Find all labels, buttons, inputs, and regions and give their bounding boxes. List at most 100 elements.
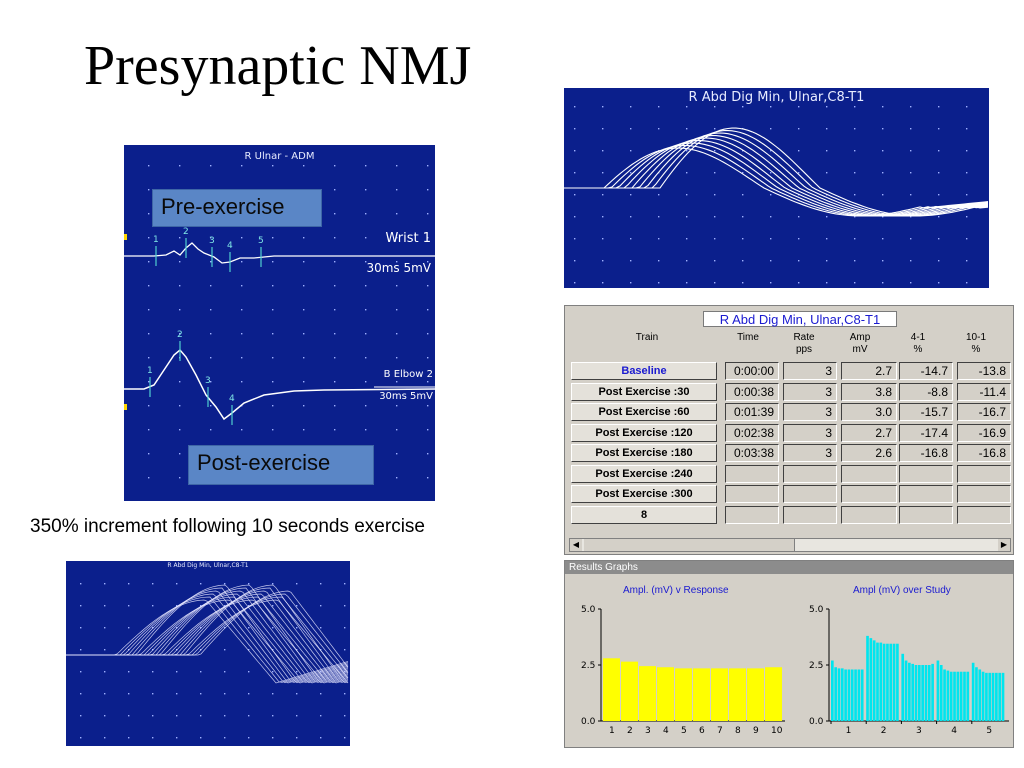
cell-rate: 3 bbox=[783, 423, 837, 442]
left-bar bbox=[639, 666, 656, 721]
left-x-tick-label: 3 bbox=[645, 726, 651, 736]
grid-dot bbox=[574, 282, 576, 284]
train-button[interactable]: Post Exercise :240 bbox=[571, 464, 717, 483]
grid-dot bbox=[427, 477, 429, 479]
grid-dot bbox=[241, 285, 243, 287]
grid-dot bbox=[714, 216, 716, 218]
grid-dot bbox=[303, 237, 305, 239]
right-bar bbox=[985, 672, 988, 721]
grid-dot bbox=[152, 693, 154, 695]
left-bar bbox=[621, 661, 638, 721]
grid-dot bbox=[630, 238, 632, 240]
header-10-1: 10-1 % bbox=[965, 332, 986, 355]
right-bar bbox=[866, 635, 869, 721]
grid-dot bbox=[427, 333, 429, 335]
cell-time bbox=[725, 485, 779, 503]
grid-dot bbox=[272, 583, 274, 585]
cell-d101: -16.8 bbox=[957, 444, 1011, 462]
grid-dot bbox=[882, 260, 884, 262]
grid-dot bbox=[241, 165, 243, 167]
overlay-trace bbox=[564, 142, 989, 217]
grid-dot bbox=[334, 285, 336, 287]
grid-dot bbox=[179, 261, 181, 263]
grid-dot bbox=[365, 309, 367, 311]
latency-marker-label: 2 bbox=[177, 330, 183, 340]
grid-dot bbox=[574, 238, 576, 240]
right-bar bbox=[896, 643, 899, 721]
right-bar bbox=[975, 667, 978, 721]
grid-dot bbox=[200, 583, 202, 585]
grid-dot bbox=[882, 194, 884, 196]
grid-dot bbox=[344, 715, 346, 717]
right-bar bbox=[981, 671, 985, 721]
overlay-trace bbox=[564, 147, 989, 217]
grid-dot bbox=[210, 237, 212, 239]
right-bar bbox=[889, 643, 893, 721]
right-bar bbox=[936, 660, 940, 721]
right-bar bbox=[869, 638, 873, 721]
grid-dot bbox=[179, 453, 181, 455]
grid-dot bbox=[854, 106, 856, 108]
right-x-tick-label: 2 bbox=[881, 726, 887, 736]
grid-dot bbox=[365, 285, 367, 287]
left-x-tick-label: 10 bbox=[771, 726, 783, 736]
train-button[interactable]: Post Exercise :30 bbox=[571, 382, 717, 401]
grid-dot bbox=[248, 649, 250, 651]
grid-dot bbox=[770, 150, 772, 152]
train-button[interactable]: Post Exercise :60 bbox=[571, 403, 717, 421]
grid-dot bbox=[272, 715, 274, 717]
grid-dot bbox=[602, 128, 604, 130]
header-rate: Rate pps bbox=[793, 332, 815, 355]
grid-dot bbox=[396, 405, 398, 407]
scroll-thumb[interactable] bbox=[584, 539, 795, 551]
grid-dot bbox=[334, 381, 336, 383]
grid-dot bbox=[826, 106, 828, 108]
grid-dot bbox=[80, 693, 82, 695]
grid-dot bbox=[334, 333, 336, 335]
right-bar bbox=[831, 660, 834, 721]
trace1-label: Wrist 1 bbox=[385, 231, 432, 246]
grid-dot bbox=[365, 213, 367, 215]
grid-dot bbox=[272, 693, 274, 695]
grid-dot bbox=[686, 150, 688, 152]
train-button[interactable]: Baseline bbox=[571, 362, 717, 380]
left-bar bbox=[729, 668, 746, 721]
grid-dot bbox=[910, 172, 912, 174]
grid-dot bbox=[152, 605, 154, 607]
grid-dot bbox=[602, 172, 604, 174]
cell-rate: 3 bbox=[783, 444, 837, 462]
grid-dot bbox=[176, 737, 178, 739]
grid-dot bbox=[427, 165, 429, 167]
cell-rate bbox=[783, 464, 837, 483]
grid-dot bbox=[179, 333, 181, 335]
right-y-tick-label: 5.0 bbox=[809, 605, 824, 615]
grid-dot bbox=[224, 671, 226, 673]
left-bar bbox=[711, 668, 728, 721]
grid-dot bbox=[427, 429, 429, 431]
grid-dot bbox=[574, 260, 576, 262]
grid-dot bbox=[910, 238, 912, 240]
scroll-left-icon[interactable]: ◀ bbox=[570, 539, 582, 551]
grid-dot bbox=[427, 189, 429, 191]
grid-dot bbox=[128, 627, 130, 629]
trace1-scale: 30ms 5mV bbox=[366, 261, 431, 275]
cell-rate bbox=[783, 505, 837, 524]
grid-dot bbox=[854, 238, 856, 240]
horizontal-scrollbar[interactable]: ◀ ▶ bbox=[569, 538, 1011, 552]
train-button[interactable]: Post Exercise :300 bbox=[571, 485, 717, 503]
grid-dot bbox=[344, 693, 346, 695]
cell-d101 bbox=[957, 505, 1011, 524]
grid-dot bbox=[128, 693, 130, 695]
grid-dot bbox=[148, 189, 150, 191]
grid-dot bbox=[686, 260, 688, 262]
scroll-right-icon[interactable]: ▶ bbox=[998, 539, 1010, 551]
grid-dot bbox=[826, 216, 828, 218]
train-button[interactable]: Post Exercise :120 bbox=[571, 423, 717, 442]
left-x-tick-label: 1 bbox=[609, 726, 615, 736]
train-button[interactable]: 8 bbox=[571, 505, 717, 524]
grid-dot bbox=[320, 693, 322, 695]
grid-dot bbox=[272, 237, 274, 239]
train-button[interactable]: Post Exercise :180 bbox=[571, 444, 717, 462]
overlay-trace bbox=[564, 135, 989, 217]
grid-dot bbox=[910, 260, 912, 262]
